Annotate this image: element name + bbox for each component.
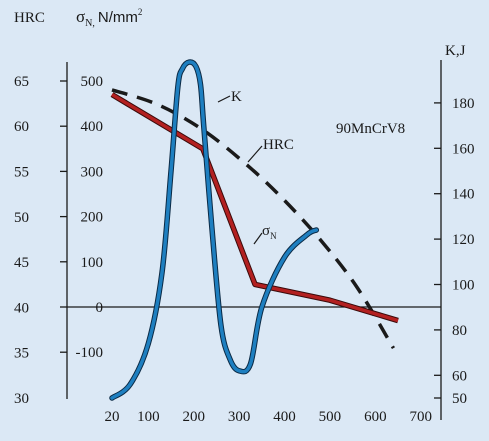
sigma-axis-title-sup: 2 [138,7,143,17]
x-tick-label-5: 500 [319,409,342,425]
hrc-ticks: 30 35 40 45 50 55 60 65 [14,74,29,407]
hrc-axis-title: HRC [14,10,45,26]
sigma-tick-label-5: 400 [81,119,104,135]
sigma-tick-label-3: 200 [81,210,104,226]
k-tick-label-5: 140 [452,187,475,203]
sigma-axis-title: σN, N/mm2 [76,7,142,29]
hrc-tick-label-0: 30 [14,391,29,407]
sigma-tick-label-6: 500 [81,74,104,90]
series-label-sigma-sub: N [270,231,277,241]
sigma-tick-label-4: 300 [81,164,104,180]
x-ticks: 20 100 200 300 400 500 600 700 [105,409,432,425]
series-label-hrc-leader [247,145,263,163]
hrc-tick-label-2: 40 [14,300,29,316]
k-ticks: 50 60 80 100 120 140 160 180 [434,96,475,407]
k-tick-label-7: 180 [452,96,475,112]
sigma-tick-label-0: -100 [76,345,104,361]
x-tick-label-7: 700 [409,409,432,425]
material-annotation: 90MnCrV8 [336,121,405,137]
k-tick-label-4: 120 [452,232,475,248]
x-tick-label-3: 300 [228,409,251,425]
series-label-sigma: σN [262,223,277,241]
k-axis-title: K,J [445,43,466,59]
x-tick-label-1: 100 [137,409,160,425]
hrc-tick-label-1: 35 [14,346,29,362]
series-layer [109,59,399,401]
hrc-tick-label-5: 55 [14,165,29,181]
x-tick-label-0: 20 [105,409,120,425]
sigma-axis-title-sub: N, [85,18,95,29]
series-hrc-line [111,88,395,350]
sigma-tick-label-2: 100 [81,255,104,271]
x-tick-label-2: 200 [182,409,205,425]
x-tick-label-6: 600 [364,409,387,425]
k-tick-label-3: 100 [452,278,475,294]
sigma-axis-title-main: σ [76,7,85,26]
series-label-hrc: HRC [263,137,294,153]
series-label-sigma-main: σ [262,223,270,239]
hrc-tick-label-3: 45 [14,255,29,271]
hrc-tick-label-7: 65 [14,74,29,90]
sigma-ticks: -100 0 100 200 300 400 500 [60,74,103,361]
sigma-axis-title-unit: N/mm [98,9,138,26]
k-tick-label-0: 50 [452,391,467,407]
series-label-k: K [231,89,242,105]
k-tick-label-2: 80 [452,323,467,339]
series-label-sigma-leader [253,232,263,245]
hrc-tick-label-4: 50 [14,210,29,226]
k-tick-label-1: 60 [452,368,467,384]
x-tick-label-4: 400 [273,409,296,425]
hrc-tick-label-6: 60 [14,119,29,135]
k-tick-label-6: 160 [452,141,475,157]
series-label-k-leader [217,95,231,103]
series-k-line [110,60,319,400]
sigma-tick-label-1: 0 [96,300,104,316]
